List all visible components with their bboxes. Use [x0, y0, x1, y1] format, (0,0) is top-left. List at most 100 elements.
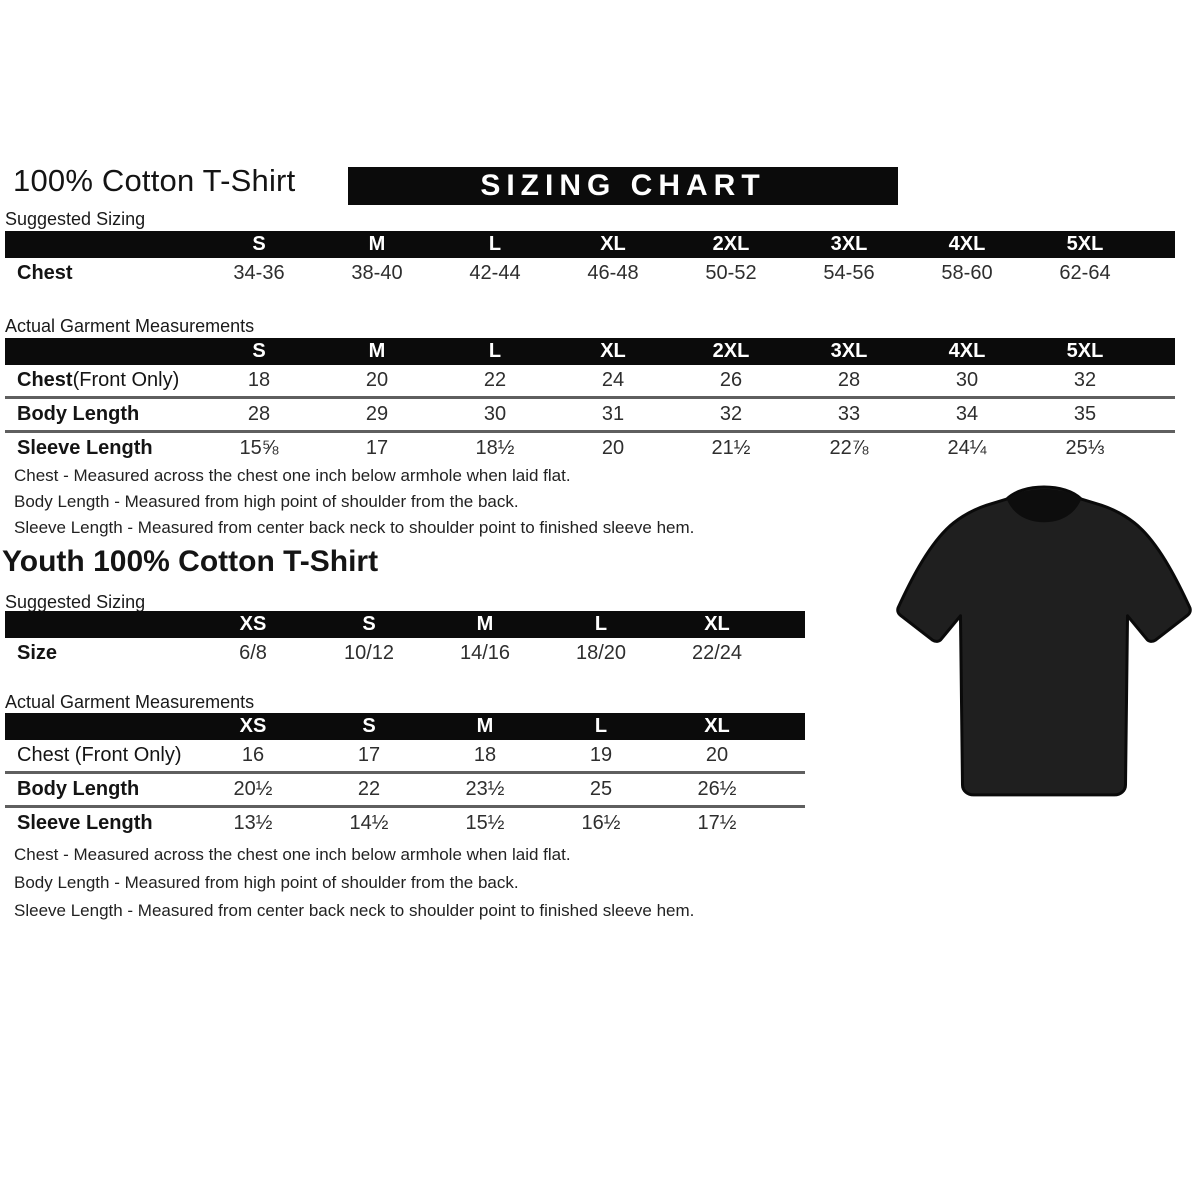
adult-suggested-sizing-label: Suggested Sizing: [5, 209, 146, 229]
table-cell: 17½: [697, 812, 737, 834]
row-label: Body Length: [17, 778, 140, 800]
column-header: L: [488, 340, 502, 362]
table-cell: 20: [365, 369, 389, 391]
column-header: XS: [239, 613, 267, 635]
column-header: 3XL: [830, 340, 868, 362]
table-row: Chest (Front Only) 16 17 18 19 20: [5, 740, 805, 771]
column-header: M: [368, 233, 386, 255]
row-filler-cell: [775, 774, 805, 805]
table-cell: 18: [247, 369, 271, 391]
column-header: L: [594, 613, 608, 635]
table-cell: 46-48: [587, 262, 639, 284]
adult-actual-measurements-label: Actual Garment Measurements: [5, 316, 255, 336]
table-cell: 28: [247, 403, 271, 425]
table-cell: 13½: [233, 812, 273, 834]
table-cell: 23½: [465, 778, 505, 800]
column-header: XL: [600, 233, 626, 255]
header-filler-cell: [775, 611, 805, 638]
table-header-row: XS S M L XL: [5, 611, 805, 638]
tshirt-body: [896, 485, 1192, 797]
table-cell: 54-56: [823, 262, 875, 284]
table-cell: 29: [365, 403, 389, 425]
table-cell: 38-40: [351, 262, 403, 284]
column-header: 5XL: [1066, 233, 1104, 255]
header-filler-cell: [775, 713, 805, 740]
youth-suggested-sizing-label: Suggested Sizing: [5, 592, 146, 612]
row-label: Sleeve Length: [17, 812, 153, 834]
table-cell: 34: [955, 403, 979, 425]
table-cell: 58-60: [941, 262, 993, 284]
column-header: 2XL: [712, 340, 750, 362]
tshirt-image: [896, 485, 1192, 797]
header-corner-cell: [5, 713, 195, 740]
table-row: Sleeve Length 13½ 14½ 15½ 16½ 17½: [5, 805, 805, 839]
column-header: 4XL: [948, 233, 986, 255]
row-filler-cell: [775, 638, 805, 669]
note-sleeve-length: Sleeve Length - Measured from center bac…: [14, 518, 695, 537]
table-cell: 32: [719, 403, 743, 425]
table-cell: 22⅞: [829, 437, 869, 459]
column-header: 3XL: [830, 233, 868, 255]
table-cell: 20: [601, 437, 625, 459]
table-header-row: XS S M L XL: [5, 713, 805, 740]
row-filler-cell: [775, 740, 805, 771]
table-cell: 32: [1073, 369, 1097, 391]
adult-suggested-sizing-table: S M L XL 2XL 3XL 4XL 5XL Chest 34-36 38-40 42-44 46-…: [5, 231, 1175, 289]
note-sleeve-length: Sleeve Length - Measured from center bac…: [14, 901, 695, 920]
table-cell: 25⅓: [1065, 437, 1105, 459]
table-cell: 31: [601, 403, 625, 425]
column-header: S: [362, 715, 376, 737]
table-cell: 42-44: [469, 262, 521, 284]
row-filler-cell: [1144, 433, 1175, 464]
row-label: Chest (Front Only): [17, 369, 180, 391]
column-header: XL: [704, 715, 730, 737]
table-cell: 20: [705, 744, 729, 766]
table-cell: 22: [357, 778, 381, 800]
column-header: M: [476, 715, 494, 737]
table-cell: 16½: [581, 812, 621, 834]
table-row: Chest (Front Only) 18 20 22 24 26 28 30 32: [5, 365, 1175, 396]
table-cell: 18: [473, 744, 497, 766]
youth-actual-measurements-table: XS S M L XL Chest (Front Only) 16 17 18 19 20 Body …: [5, 713, 805, 839]
youth-measurement-notes: Chest - Measured across the chest one in…: [14, 841, 694, 925]
table-cell: 22: [483, 369, 507, 391]
table-row: Sleeve Length 15⅝ 17 18½ 20 21½ 22⅞ 24¼ 25⅓: [5, 430, 1175, 464]
table-cell: 14½: [349, 812, 389, 834]
tshirt-collar: [1006, 489, 1082, 523]
column-header: L: [594, 715, 608, 737]
row-label: Sleeve Length: [17, 437, 153, 459]
column-header: 2XL: [712, 233, 750, 255]
table-cell: 10/12: [343, 642, 395, 664]
table-cell: 25: [589, 778, 613, 800]
table-cell: 62-64: [1059, 262, 1111, 284]
column-header: L: [488, 233, 502, 255]
table-header-row: S M L XL 2XL 3XL 4XL 5XL: [5, 338, 1175, 365]
table-cell: 18/20: [575, 642, 627, 664]
column-header: M: [368, 340, 386, 362]
table-cell: 17: [365, 437, 389, 459]
row-filler-cell: [1144, 365, 1175, 396]
table-cell: 50-52: [705, 262, 757, 284]
header-filler-cell: [1144, 338, 1175, 365]
note-body-length: Body Length - Measured from high point o…: [14, 873, 519, 892]
column-header: XS: [239, 715, 267, 737]
youth-page-title: Youth 100% Cotton T-Shirt: [2, 545, 379, 578]
header-filler-cell: [1144, 231, 1175, 258]
table-cell: 15½: [465, 812, 505, 834]
table-cell: 18½: [475, 437, 515, 459]
table-row: Body Length 20½ 22 23½ 25 26½: [5, 771, 805, 805]
adult-measurement-notes: Chest - Measured across the chest one in…: [14, 463, 694, 541]
note-chest: Chest - Measured across the chest one in…: [14, 845, 571, 864]
table-cell: 22/24: [691, 642, 743, 664]
table-cell: 20½: [233, 778, 273, 800]
page-title: 100% Cotton T-Shirt: [13, 163, 296, 198]
table-cell: 34-36: [233, 262, 285, 284]
header-corner-cell: [5, 611, 195, 638]
table-cell: 15⅝: [239, 437, 279, 459]
table-cell: 30: [955, 369, 979, 391]
note-body-length: Body Length - Measured from high point o…: [14, 492, 519, 511]
table-cell: 26: [719, 369, 743, 391]
column-header: 4XL: [948, 340, 986, 362]
row-label: Chest: [17, 262, 73, 284]
column-header: S: [252, 233, 266, 255]
